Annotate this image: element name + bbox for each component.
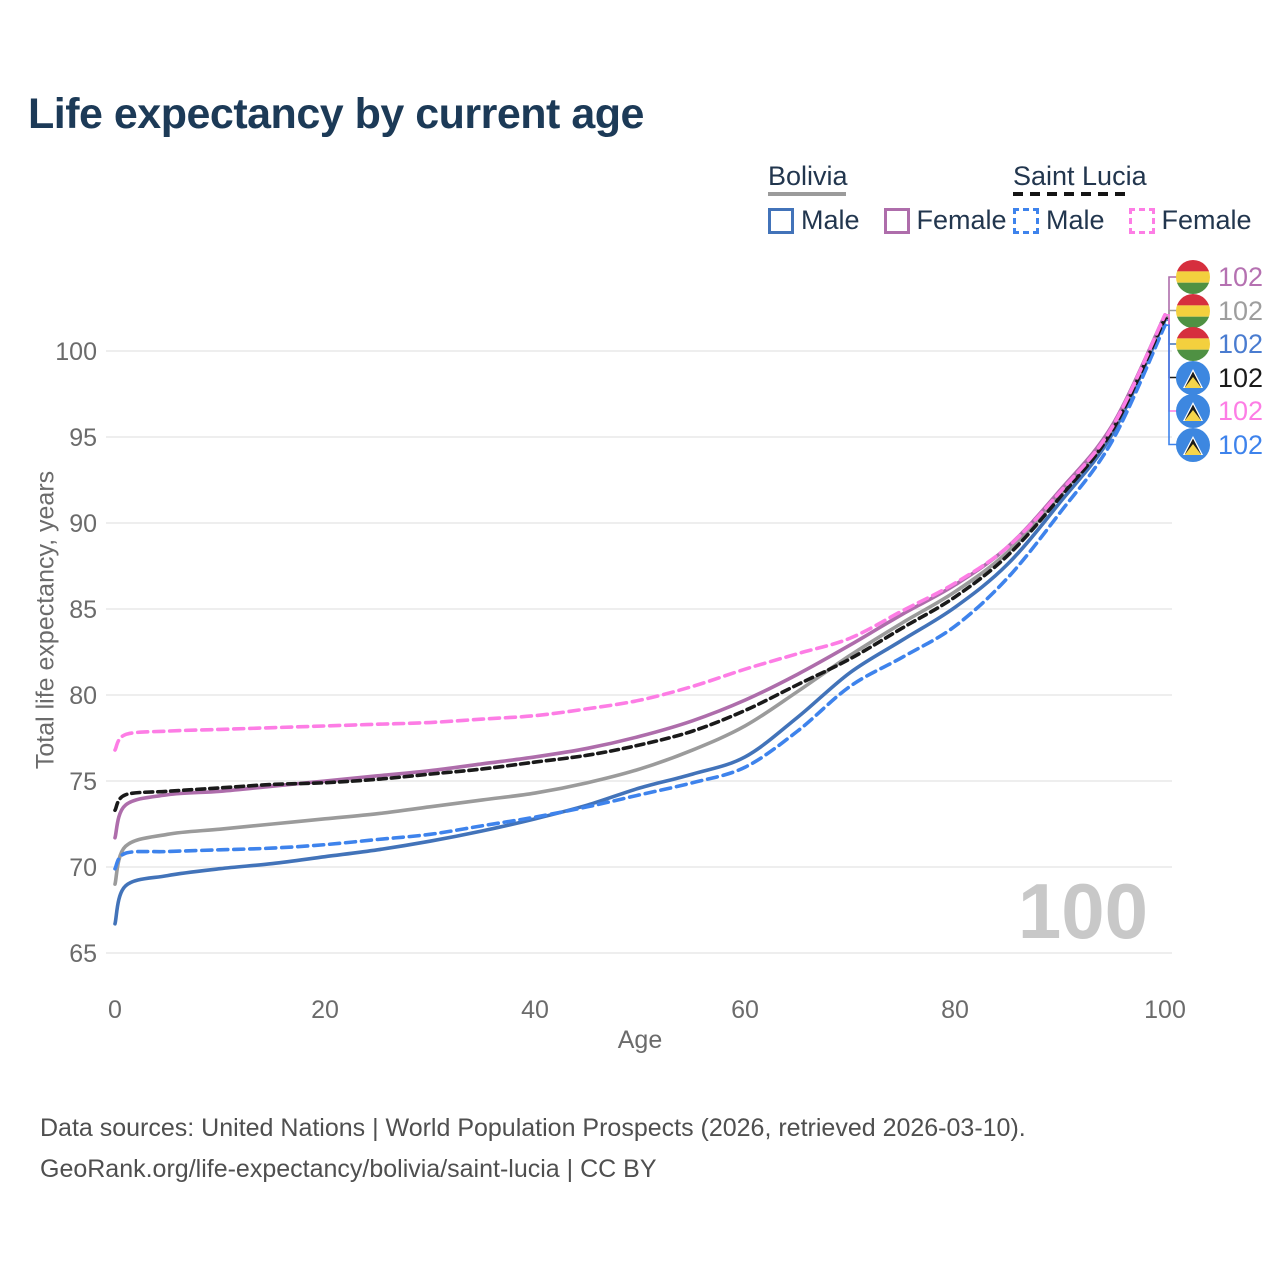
saint-lucia-male-swatch-icon <box>1013 207 1039 234</box>
legend-label: Male <box>801 205 860 235</box>
y-tick-label: 85 <box>69 596 97 624</box>
legend-item-bolivia-male[interactable]: Male <box>768 205 860 236</box>
leader-line-bolivia-female <box>1166 276 1178 316</box>
y-tick-label: 75 <box>69 768 97 796</box>
legend-item-bolivia-female[interactable]: Female <box>883 205 1007 236</box>
legend-row-bolivia: Male Female <box>768 205 1031 236</box>
legend-label: Female <box>1161 205 1252 235</box>
x-axis-title: Age <box>617 1026 663 1054</box>
y-tick-label: 95 <box>69 424 97 452</box>
x-tick-label: 0 <box>108 996 122 1024</box>
y-tick-label: 80 <box>69 682 97 710</box>
x-tick-label: 100 <box>1144 996 1186 1024</box>
leader-line-saint-lucia-male <box>1166 324 1178 446</box>
series-line-saint-lucia-total[interactable] <box>113 316 1167 813</box>
series-line-bolivia-male[interactable] <box>113 318 1167 926</box>
y-tick-label: 65 <box>69 940 97 968</box>
legend-row-saint-lucia: Male Female <box>1013 205 1276 236</box>
saint-lucia-female-swatch-icon <box>1128 207 1155 234</box>
leader-line-bolivia-total <box>1166 309 1178 318</box>
x-tick-label: 40 <box>521 996 549 1024</box>
series-line-bolivia-total[interactable] <box>113 314 1167 886</box>
legend-item-saint-lucia-female[interactable]: Female <box>1128 205 1252 236</box>
legend-label: Female <box>916 205 1007 235</box>
x-tick-label: 20 <box>311 996 339 1024</box>
legend-group-saint-lucia-title[interactable]: Saint Lucia <box>1013 161 1147 191</box>
legend-item-saint-lucia-male[interactable]: Male <box>1013 205 1105 236</box>
legend-saint-lucia-line-swatch <box>1013 192 1129 196</box>
y-axis-title: Total life expectancy, years <box>31 470 60 770</box>
age-watermark: 100 <box>1017 867 1148 955</box>
leader-line-saint-lucia-total <box>1166 317 1178 379</box>
legend-bolivia-line-swatch <box>768 192 846 196</box>
leader-line-saint-lucia-female <box>1166 314 1178 412</box>
attribution-line: GeoRank.org/life-expectancy/bolivia/sain… <box>40 1155 657 1183</box>
footer: Data sources: United Nations | World Pop… <box>40 1108 1026 1190</box>
y-tick-label: 100 <box>55 338 97 366</box>
legend-label: Male <box>1046 205 1105 235</box>
series-line-saint-lucia-male[interactable] <box>113 323 1167 871</box>
page-title: Life expectancy by current age <box>28 90 644 138</box>
bolivia-female-swatch-icon <box>883 207 910 234</box>
legend-group-bolivia-title[interactable]: Bolivia <box>768 161 848 191</box>
y-tick-label: 70 <box>69 854 97 882</box>
x-tick-label: 80 <box>941 996 969 1024</box>
series-line-saint-lucia-female[interactable] <box>113 313 1167 752</box>
series-line-bolivia-female[interactable] <box>113 313 1167 840</box>
y-tick-label: 90 <box>69 510 97 538</box>
bolivia-male-swatch-icon <box>768 207 794 234</box>
x-tick-label: 60 <box>731 996 759 1024</box>
leader-line-bolivia-male <box>1166 319 1178 345</box>
data-sources-line: Data sources: United Nations | World Pop… <box>40 1114 1026 1142</box>
